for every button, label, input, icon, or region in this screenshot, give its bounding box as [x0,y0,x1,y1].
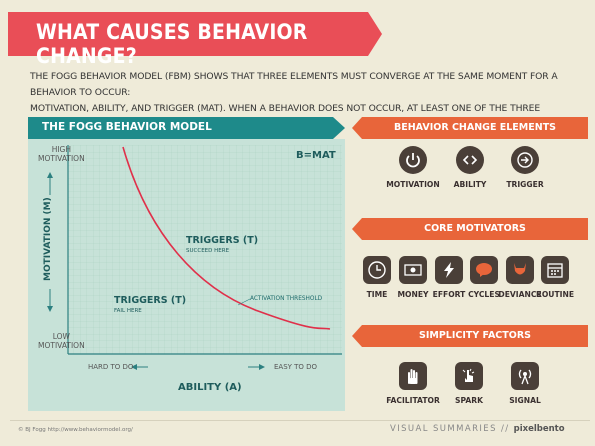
power-icon [399,146,427,174]
money-icon [399,256,427,284]
motivator-money: MONEY [385,256,441,299]
devil-icon [506,256,534,284]
motivator-routine: ROUTINE [527,256,583,299]
page-title: WHAT CAUSES BEHAVIOR CHANGE? [36,20,308,68]
motivator-time: TIME [349,256,405,299]
footer-divider [10,420,590,421]
model-title: THE FOGG BEHAVIOR MODEL [42,121,212,133]
low-motivation-label: LOW MOTIVATION [38,332,85,350]
factor-signal: SIGNAL [497,362,553,405]
pointer-icon [455,362,483,390]
footer-credit: © BJ Fogg http://www.behaviormodel.org/ [18,427,133,433]
element-ability: ABILITY [442,146,498,189]
x-axis-title: ABILITY (A) [178,382,242,393]
grid-area [68,145,342,354]
footer-brand-name: pixelbento [513,424,565,434]
model-grid [47,145,342,370]
arrow-right-icon [511,146,539,174]
behavior-change-header: BEHAVIOR CHANGE ELEMENTS [352,117,588,139]
model-diagram: HIGH MOTIVATION LOW MOTIVATION MOTIVATION … [28,139,345,411]
triggers-fail: TRIGGERS (T) FAIL HERE [114,295,187,314]
title-banner: WHAT CAUSES BEHAVIOR CHANGE? [8,12,382,68]
formula-label: B=MAT [296,150,336,161]
high-motivation-label: HIGH MOTIVATION [38,145,85,163]
model-header: THE FOGG BEHAVIOR MODEL [28,117,345,139]
activation-threshold-curve [122,146,331,330]
threshold-leader [237,298,251,306]
footer-brand-area: VISUAL SUMMARIES // pixelbento [390,424,565,434]
hard-to-do-label: HARD TO DO [88,363,134,371]
simplicity-header: SIMPLICITY FACTORS [352,325,588,347]
factor-spark: SPARK [441,362,497,405]
element-trigger: TRIGGER [497,146,553,189]
hand-icon [399,362,427,390]
brain-icon [470,256,498,284]
core-motivators-title: CORE MOTIVATORS [424,223,526,234]
core-motivators-header: CORE MOTIVATORS [352,218,588,240]
y-axis-title: MOTIVATION (M) [43,197,53,281]
motivator-deviance: DEVIANCE [492,256,548,299]
element-motivation: MOTIVATION [385,146,441,189]
footer-visual-summaries: VISUAL SUMMARIES // [390,424,510,434]
factor-facilitator: FACILITATOR [385,362,441,405]
clock-icon [363,256,391,284]
easy-to-do-label: EASY TO DO [274,363,318,371]
simplicity-title: SIMPLICITY FACTORS [419,330,531,341]
activation-threshold-label: ACTIVATION THRESHOLD [250,296,323,302]
triggers-succeed: TRIGGERS (T) SUCCEED HERE [186,235,259,254]
code-brackets-icon [456,146,484,174]
signal-icon [511,362,539,390]
lightning-icon [435,256,463,284]
behavior-change-title: BEHAVIOR CHANGE ELEMENTS [393,122,557,133]
calendar-icon [541,256,569,284]
intro-line-1: THE FOGG BEHAVIOR MODEL (FBM) SHOWS THAT… [30,71,558,98]
motivator-cycles: CYCLES [456,256,512,299]
motivator-effort: EFFORT [421,256,477,299]
